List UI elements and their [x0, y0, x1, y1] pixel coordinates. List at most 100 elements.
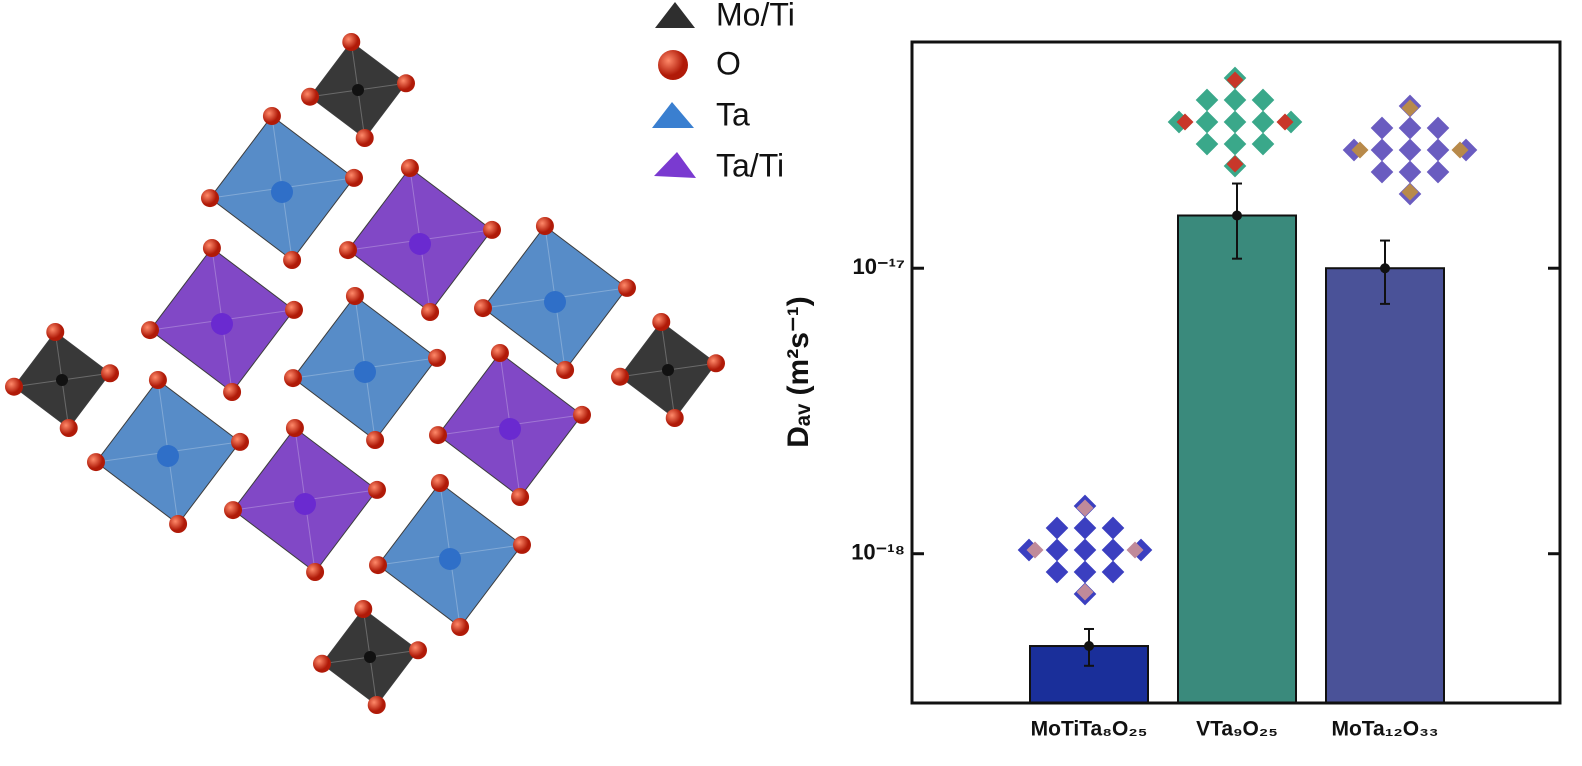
inset-octahedron [1073, 516, 1097, 540]
inset-octahedron [1251, 110, 1275, 134]
oxygen [409, 641, 427, 660]
atom [352, 84, 364, 96]
oxygen [474, 299, 492, 318]
oxygen [556, 361, 575, 379]
oxygen [618, 278, 636, 297]
oxygen [397, 74, 415, 93]
inset-octahedron [1195, 110, 1219, 134]
oxygen [421, 303, 440, 321]
inset-octahedron [1398, 116, 1422, 140]
bar-point [1380, 263, 1390, 274]
structure-legend: Mo/Ti O Ta Ta/Ti [652, 0, 795, 183]
inset-octahedron [1073, 538, 1097, 562]
atom [499, 418, 521, 440]
oxygen [224, 501, 242, 520]
atom [409, 233, 431, 255]
atom [294, 493, 316, 515]
inset-octahedron [1076, 583, 1094, 601]
oxygen [202, 239, 221, 257]
oxygen [430, 474, 449, 492]
oxygen [490, 344, 509, 362]
oxygen [169, 515, 188, 533]
oxygen [285, 300, 303, 319]
plot: 10⁻¹⁸ 10⁻¹⁷ MoTiTa₈O₂₅ VTa₉O₂₅ MoTa₁₂O₃₃ [851, 66, 1560, 741]
oxygen [513, 535, 531, 554]
oxygen [148, 371, 167, 389]
y-tick-label: 10⁻¹⁸ [851, 540, 905, 565]
oxygen [611, 367, 629, 386]
atom [544, 291, 566, 313]
bar [1177, 214, 1297, 704]
oxygen [339, 241, 357, 260]
inset-octahedron [1223, 88, 1247, 112]
legend-icon [654, 152, 696, 178]
bar [1325, 267, 1445, 704]
oxygen [451, 618, 470, 636]
oxygen [342, 33, 361, 51]
inset-octahedron [1426, 160, 1450, 184]
oxygen [369, 556, 387, 575]
atom [211, 313, 233, 335]
oxygen [87, 453, 105, 472]
oxygen [652, 313, 671, 331]
crystal-structure [5, 33, 725, 714]
legend-label: Mo/Ti [716, 0, 795, 32]
inset-octahedron [1045, 516, 1069, 540]
oxygen [345, 168, 363, 187]
inset-octahedron [1223, 132, 1247, 156]
inset-octahedron [1370, 138, 1394, 162]
inset-octahedron [1370, 160, 1394, 184]
inset-octahedron [1398, 160, 1422, 184]
oxygen [306, 563, 325, 581]
oxygen [429, 426, 447, 445]
x-tick-label: MoTa₁₂O₃₃ [1331, 718, 1438, 741]
oxygen [313, 654, 331, 673]
oxygen [46, 323, 65, 341]
legend-label: Ta/Ti [716, 147, 784, 183]
atom [56, 374, 68, 386]
oxygen [354, 600, 373, 618]
legend-icon [655, 2, 695, 28]
inset-octahedron [1126, 541, 1144, 559]
oxygen [231, 432, 249, 451]
inset-octahedron [1073, 560, 1097, 584]
legend-label: Ta [716, 96, 750, 132]
oxygen [355, 129, 374, 147]
atom [157, 445, 179, 467]
inset-octahedron [1101, 538, 1125, 562]
oxygen [367, 696, 386, 714]
oxygen [345, 287, 364, 305]
inset-octahedron [1426, 116, 1450, 140]
oxygen [573, 405, 591, 424]
oxygen [5, 377, 23, 396]
oxygen [511, 488, 530, 506]
oxygen [283, 251, 302, 269]
inset-octahedron [1251, 88, 1275, 112]
inset-octahedron [1426, 138, 1450, 162]
oxygen [368, 480, 386, 499]
y-tick-label: 10⁻¹⁷ [853, 254, 906, 279]
oxygen [201, 189, 219, 208]
atom [354, 361, 376, 383]
inset-octahedron [1223, 110, 1247, 134]
oxygen [535, 217, 554, 235]
x-tick-label: VTa₉O₂₅ [1196, 718, 1278, 741]
atom [271, 181, 293, 203]
legend-label: O [716, 45, 741, 81]
inset-octahedron [1101, 560, 1125, 584]
oxygen [366, 431, 385, 449]
legend-icon [658, 50, 688, 80]
legend-icon [652, 102, 694, 128]
bar-point [1084, 641, 1094, 652]
oxygen [284, 369, 302, 388]
oxygen [665, 409, 684, 427]
oxygen [285, 419, 304, 437]
plot-frame [910, 40, 1562, 705]
oxygen [223, 383, 242, 401]
y-axis-label: Dₐᵥ (m²s⁻¹) [782, 296, 815, 447]
oxygen [301, 87, 319, 106]
oxygen [483, 220, 501, 239]
inset-octahedron [1045, 538, 1069, 562]
inset-octahedron [1251, 132, 1275, 156]
